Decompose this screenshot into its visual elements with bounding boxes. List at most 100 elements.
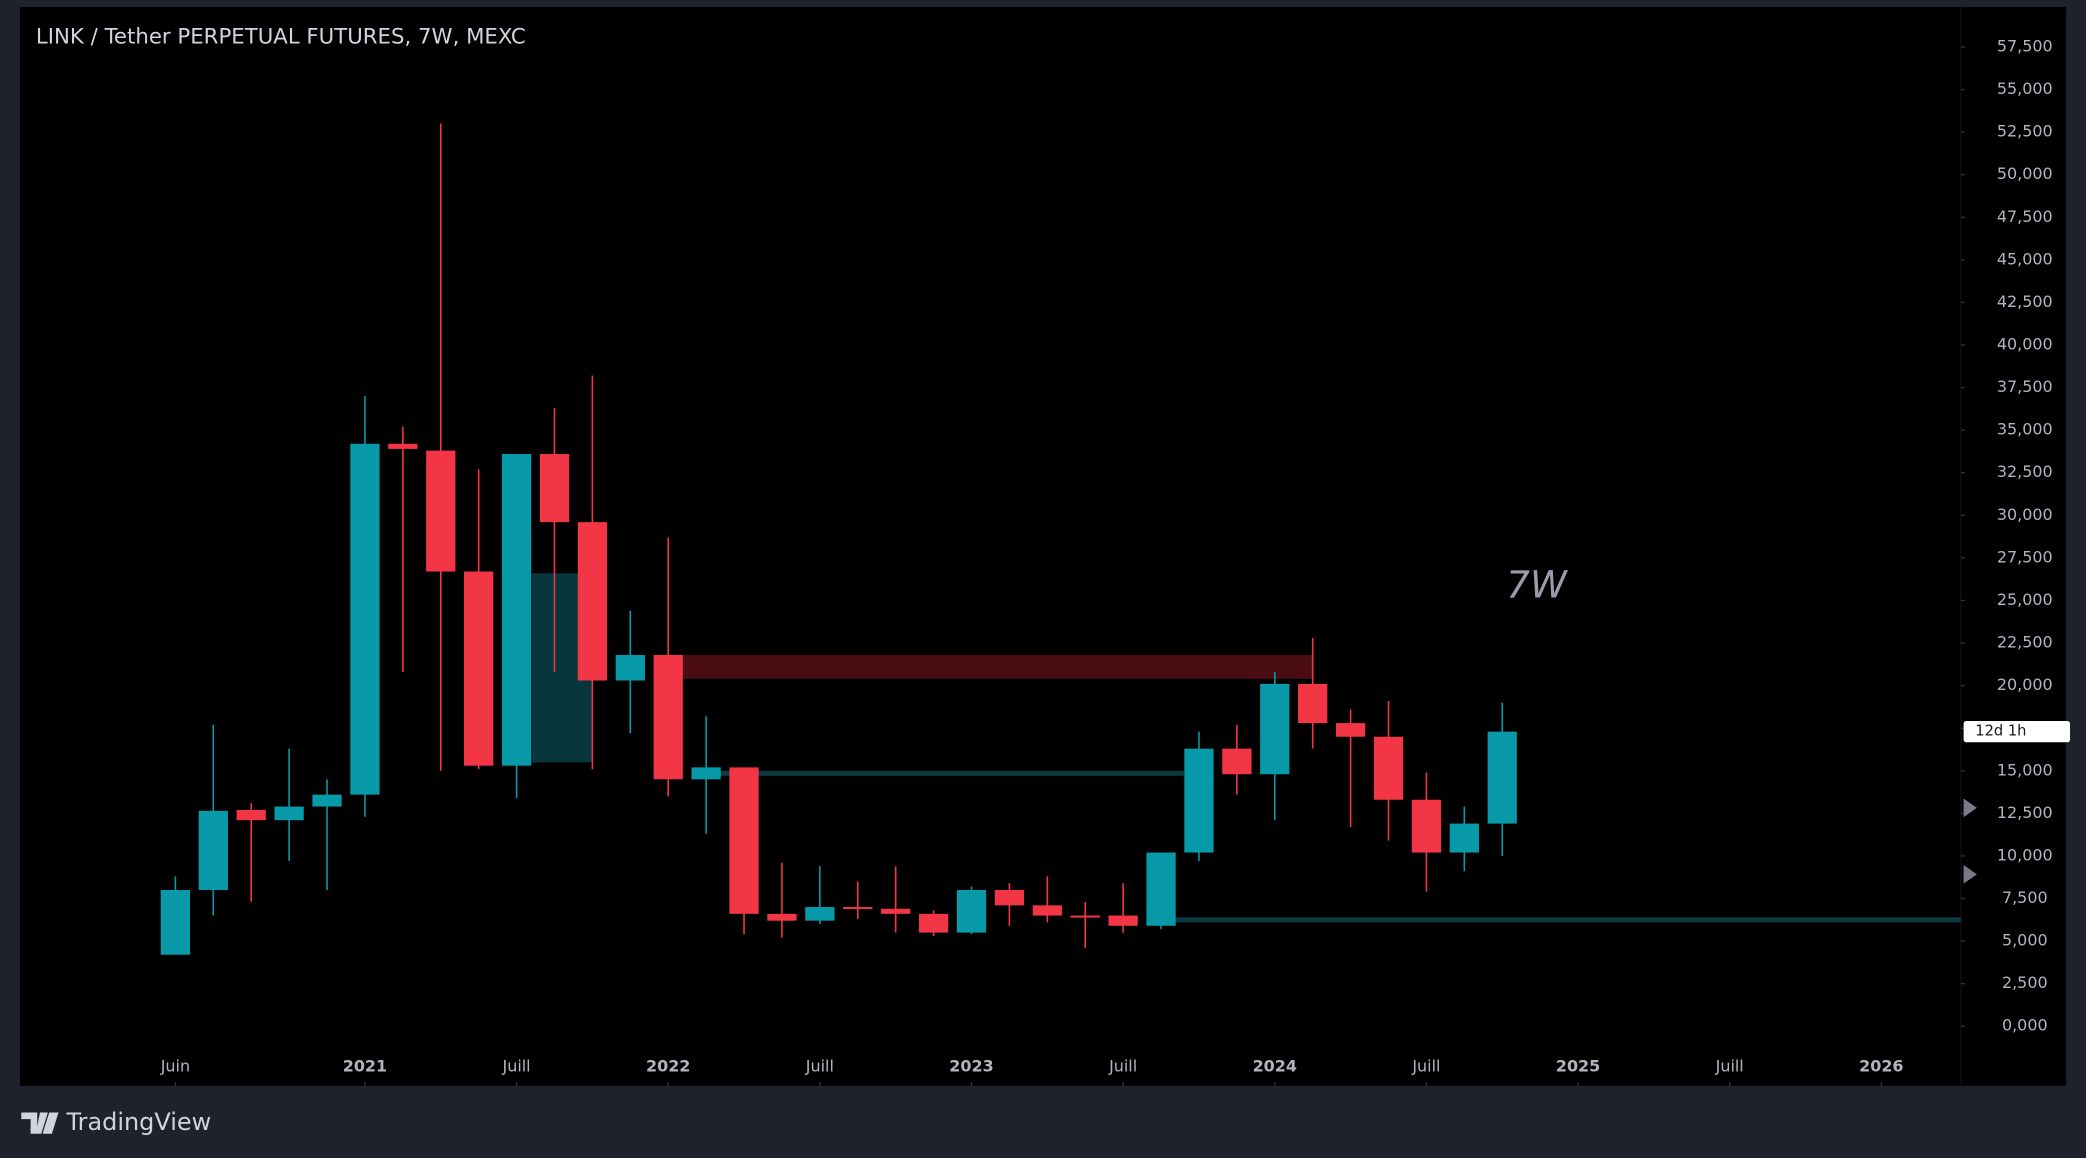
candle xyxy=(1373,700,1404,841)
candle-body xyxy=(1184,748,1214,853)
countdown-box xyxy=(1963,720,2071,743)
y-tick-label: 45,000 xyxy=(1997,249,2053,268)
candle-body xyxy=(577,522,608,681)
countdown-label: 12d 1h xyxy=(1975,723,2026,740)
zone xyxy=(1161,917,1961,923)
candle xyxy=(1070,901,1100,948)
candle-body xyxy=(918,913,949,933)
countdown: 12d 1h xyxy=(1963,720,2071,743)
candle xyxy=(160,876,191,955)
y-tick-label: 32,500 xyxy=(1997,462,2053,481)
candle xyxy=(388,426,418,673)
candle-body xyxy=(729,767,759,914)
candle-body xyxy=(1411,799,1442,853)
candle xyxy=(1449,806,1479,872)
candle xyxy=(1032,876,1062,923)
candle-body xyxy=(1032,905,1062,916)
candle-body xyxy=(312,794,342,807)
x-tick-label: Juin xyxy=(160,1057,190,1076)
x-tick-label: 2021 xyxy=(343,1057,387,1076)
candle-body xyxy=(350,443,380,795)
candle xyxy=(350,396,380,817)
candle xyxy=(198,724,228,916)
y-tick-label: 5,000 xyxy=(2002,931,2048,950)
candle-body xyxy=(1298,683,1328,724)
candle xyxy=(767,862,797,938)
y-tick-label: 55,000 xyxy=(1997,79,2053,98)
candle xyxy=(1487,702,1517,856)
y-tick-label: 40,000 xyxy=(1997,335,2053,354)
candle xyxy=(691,716,721,834)
x-tick-label: 2025 xyxy=(1556,1057,1600,1076)
candle-body xyxy=(1222,748,1252,775)
candle-body xyxy=(1108,915,1138,926)
candle-body xyxy=(236,809,266,821)
candle xyxy=(994,883,1025,926)
candle-body xyxy=(160,890,191,955)
y-tick-label: 47,500 xyxy=(1997,207,2053,226)
x-tick-label: 2024 xyxy=(1253,1057,1297,1076)
y-tick-label: 37,500 xyxy=(1997,377,2053,396)
candle-body xyxy=(1449,823,1479,853)
y-tick-label: 15,000 xyxy=(1997,760,2053,779)
candle-body xyxy=(426,450,456,572)
x-tick-label: 2022 xyxy=(646,1057,690,1076)
candle xyxy=(464,469,494,770)
candle xyxy=(1184,731,1214,862)
y-tick-label: 12,500 xyxy=(1997,803,2053,822)
candle-body xyxy=(539,454,570,523)
candle-body xyxy=(1335,723,1366,737)
candle-body xyxy=(881,908,911,914)
y-tick-label: 2,500 xyxy=(2002,973,2048,992)
candle-body xyxy=(464,571,494,766)
candle xyxy=(918,910,949,936)
y-tick-label: 50,000 xyxy=(1997,164,2053,183)
candle xyxy=(615,610,645,734)
candle xyxy=(1298,637,1328,749)
layer: 0,0002,5005,0007,50010,00012,50015,00017… xyxy=(160,36,2053,1086)
candle-body xyxy=(653,654,683,780)
y-tick-label: 52,500 xyxy=(1997,122,2053,141)
brand: TradingView xyxy=(66,1108,212,1136)
x-tick-label: Juill xyxy=(1108,1057,1137,1076)
y-tick-label: 0,000 xyxy=(2002,1016,2048,1035)
candle-body xyxy=(1260,683,1290,775)
candle-body xyxy=(615,654,645,681)
candle xyxy=(1222,724,1252,795)
candle xyxy=(653,537,683,797)
marker xyxy=(1963,865,1977,884)
y-tick-label: 57,500 xyxy=(1997,36,2053,55)
candle xyxy=(577,375,608,770)
candle xyxy=(1260,672,1290,821)
candle-body xyxy=(274,806,304,821)
candle-body xyxy=(1146,852,1176,926)
zone xyxy=(668,654,1313,679)
candle xyxy=(1411,772,1442,892)
candle-body xyxy=(388,443,418,449)
y-tick-label: 20,000 xyxy=(1997,675,2053,694)
candle xyxy=(539,408,570,673)
candle xyxy=(805,866,835,925)
candle xyxy=(956,886,987,935)
chart-title: LINK / Tether PERPETUAL FUTURES, 7W, MEX… xyxy=(36,25,526,50)
candle xyxy=(843,881,873,919)
candle-body xyxy=(1487,731,1517,824)
candle-body xyxy=(843,907,873,910)
y-tick-label: 42,500 xyxy=(1997,292,2053,311)
x-tick-label: Juill xyxy=(805,1057,834,1076)
candle xyxy=(1108,883,1138,933)
y-tick-label: 35,000 xyxy=(1997,420,2053,439)
candle-body xyxy=(1373,736,1404,800)
candle-body xyxy=(198,810,228,891)
y-tick-label: 30,000 xyxy=(1997,505,2053,524)
marker xyxy=(1963,798,1977,818)
x-tick-label: Juill xyxy=(1411,1057,1440,1076)
candle-body xyxy=(994,890,1025,906)
y-tick-label: 7,500 xyxy=(2002,888,2048,907)
candle-body xyxy=(501,454,532,766)
y-tick-label: 22,500 xyxy=(1997,633,2053,652)
x-tick-label: 2023 xyxy=(949,1057,993,1076)
candle xyxy=(274,748,304,862)
